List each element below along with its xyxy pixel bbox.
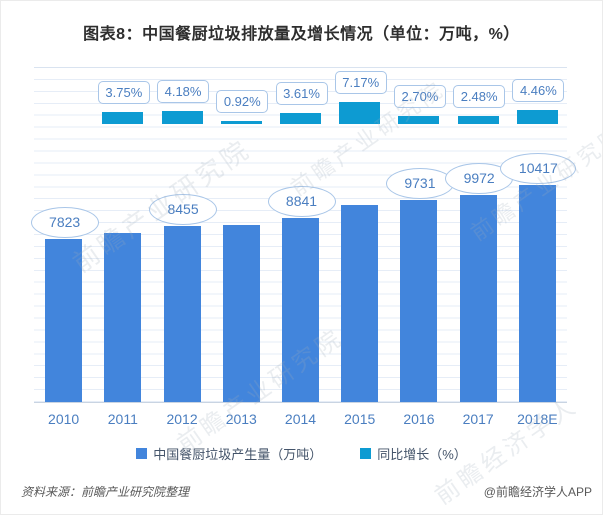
x-axis-label: 2015 (344, 411, 376, 427)
growth-label: 7.17% (334, 70, 387, 94)
value-label: 7823 (30, 207, 99, 239)
growth-label: 4.46% (512, 79, 565, 103)
bar-growth-rate (339, 101, 381, 124)
value-label: 9731 (385, 167, 454, 199)
legend-label: 同比增长（%） (377, 447, 467, 462)
x-axis-label: 2011 (107, 411, 138, 427)
bar-waste-output (282, 218, 319, 402)
plot-area: 7823 2010 3.75% 2011 8455 4.18% 2012 0.92% 2013 8… (30, 67, 577, 427)
bar-waste-output (459, 194, 497, 402)
growth-label: 0.92% (216, 90, 269, 114)
credit-note: @前瞻经济学人APP (483, 485, 592, 499)
legend-label: 中国餐厨垃圾产生量（万吨） (153, 447, 323, 462)
growth-label: 3.61% (275, 81, 328, 105)
bar-growth-rate (102, 112, 144, 124)
value-label: 10417 (500, 153, 577, 185)
x-axis-label: 2014 (284, 411, 317, 427)
bar-growth-rate (398, 115, 440, 124)
bar-growth-rate (161, 111, 203, 124)
bar-waste-output (45, 239, 83, 402)
growth-label: 2.70% (393, 84, 446, 108)
legend-marker (360, 448, 372, 459)
bar-growth-rate (457, 116, 499, 124)
bar-waste-output (222, 224, 260, 402)
bar-growth-rate (516, 110, 558, 124)
x-axis-label: 2016 (403, 411, 435, 427)
legend-item: 中国餐厨垃圾产生量（万吨） (136, 444, 322, 463)
bar-waste-output (518, 185, 556, 402)
legend-marker (136, 448, 148, 459)
bar-growth-rate (280, 112, 321, 124)
x-axis-label: 2010 (48, 411, 80, 427)
growth-label: 4.18% (157, 80, 210, 104)
bar-growth-rate (220, 121, 262, 124)
source-note: 资料来源：前瞻产业研究院整理 (21, 485, 190, 499)
x-axis-label: 2017 (462, 411, 494, 427)
legend-item: 同比增长（%） (360, 444, 467, 463)
growth-label: 2.48% (453, 85, 506, 109)
legend: 中国餐厨垃圾产生量（万吨） 同比增长（%） (1, 444, 602, 463)
x-axis-label: 2012 (166, 411, 198, 427)
bar-waste-output (163, 226, 201, 402)
value-label: 8841 (267, 186, 336, 218)
chart-title: 图表8：中国餐厨垃圾排放量及增长情况（单位：万吨，%） (83, 26, 520, 43)
bar-waste-output (400, 199, 438, 402)
x-axis-label: 2018E (517, 411, 558, 427)
bar-waste-output (341, 204, 379, 402)
value-label: 8455 (149, 194, 218, 226)
x-axis-label: 2013 (225, 411, 257, 427)
growth-label: 3.75% (97, 81, 150, 105)
bar-waste-output (104, 233, 142, 402)
